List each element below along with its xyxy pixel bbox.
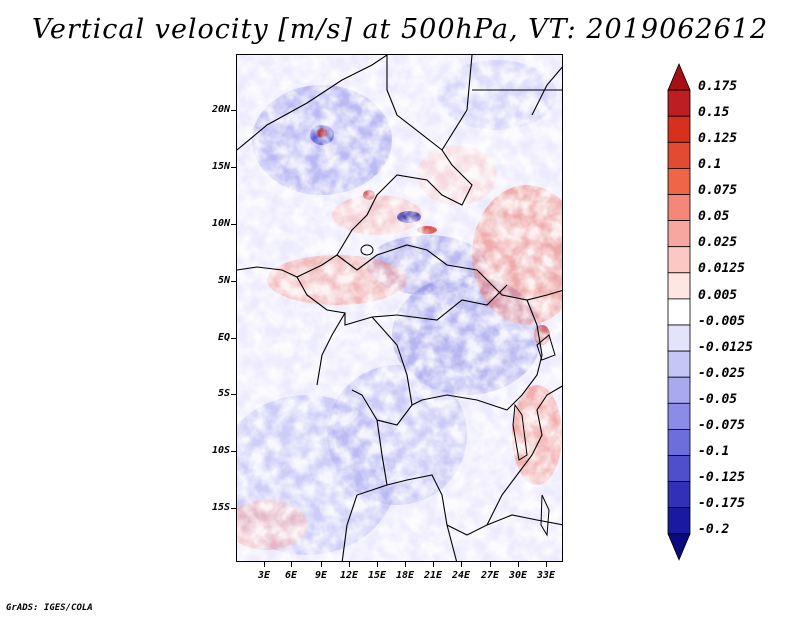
colorbar-segment — [667, 272, 691, 300]
lon-label-6e: 6E — [284, 570, 298, 581]
lon-tick — [321, 562, 322, 567]
lon-tick — [291, 562, 292, 567]
colorbar-label: 0.075 — [698, 183, 738, 198]
lon-tick — [377, 562, 378, 567]
lon-label-30e: 30E — [508, 570, 528, 581]
lon-label-15e: 15E — [367, 570, 387, 581]
map-panel — [236, 54, 563, 562]
lat-label-10s: 10S — [211, 445, 230, 456]
colorbar-segment — [667, 89, 691, 117]
velocity-field — [237, 55, 562, 561]
colorbar-label: -0.005 — [698, 314, 745, 329]
lat-tick — [231, 110, 236, 111]
colorbar-segment — [667, 402, 691, 430]
colorbar-segment — [667, 220, 691, 248]
lon-label-24e: 24E — [451, 570, 471, 581]
lat-label-10n: 10N — [211, 218, 230, 229]
colorbar-segment — [667, 507, 691, 535]
lat-tick — [231, 224, 236, 225]
lat-label-5n: 5N — [217, 275, 230, 286]
footer-credit: GrADS: IGES/COLA — [6, 603, 93, 613]
colorbar-segment — [667, 428, 691, 456]
lon-label-27e: 27E — [480, 570, 500, 581]
colorbar-segment — [667, 376, 691, 404]
colorbar-label: 0.1 — [698, 157, 722, 172]
colorbar-label: -0.075 — [698, 418, 745, 433]
lon-label-21e: 21E — [423, 570, 443, 581]
colorbar-segment — [667, 115, 691, 143]
colorbar-segment — [667, 141, 691, 169]
lon-label-18e: 18E — [395, 570, 415, 581]
lat-tick — [231, 508, 236, 509]
colorbar-label: -0.05 — [698, 392, 738, 407]
lon-tick — [433, 562, 434, 567]
lat-label-20n: 20N — [211, 104, 230, 115]
colorbar-segment — [667, 455, 691, 483]
colorbar-label: 0.005 — [698, 288, 738, 303]
chart-title: Vertical velocity [m/s] at 500hPa, VT: 2… — [31, 14, 769, 45]
lon-tick — [461, 562, 462, 567]
colorbar-label: -0.175 — [698, 496, 745, 511]
colorbar-label: -0.025 — [698, 366, 745, 381]
colorbar-segment — [667, 350, 691, 378]
colorbar-segment — [667, 298, 691, 326]
colorbar — [667, 62, 691, 561]
lon-tick — [490, 562, 491, 567]
lat-tick — [231, 281, 236, 282]
colorbar-label: 0.025 — [698, 235, 738, 250]
colorbar-segment — [667, 324, 691, 352]
colorbar-segment — [667, 246, 691, 274]
colorbar-label: 0.175 — [698, 79, 738, 94]
lon-tick — [405, 562, 406, 567]
lon-label-12e: 12E — [339, 570, 359, 581]
lake-outlines — [360, 244, 556, 537]
lon-tick — [518, 562, 519, 567]
colorbar-label: 0.0125 — [698, 261, 745, 276]
lon-tick — [264, 562, 265, 567]
colorbar-label: -0.0125 — [698, 340, 753, 355]
velocity-field-map — [237, 55, 562, 561]
lat-label-15s: 15S — [211, 502, 230, 513]
country-borders — [237, 55, 562, 561]
lon-tick — [349, 562, 350, 567]
colorbar-segment — [667, 168, 691, 195]
lon-label-33e: 33E — [536, 570, 556, 581]
lat-label-15n: 15N — [211, 161, 230, 172]
colorbar-bottom-arrow — [667, 533, 691, 561]
colorbar-label: 0.15 — [698, 105, 730, 120]
colorbar-top-arrow — [667, 62, 691, 91]
colorbar-label: -0.2 — [698, 522, 730, 537]
lon-tick — [546, 562, 547, 567]
lon-label-3e: 3E — [257, 570, 271, 581]
colorbar-label: 0.125 — [698, 131, 738, 146]
colorbar-label: -0.125 — [698, 470, 745, 485]
lat-tick — [231, 167, 236, 168]
lat-tick — [231, 451, 236, 452]
colorbar-label: -0.1 — [698, 444, 730, 459]
colorbar-label: 0.05 — [698, 209, 730, 224]
colorbar-segment — [667, 194, 691, 222]
lat-label-5s: 5S — [217, 388, 230, 399]
lon-label-9e: 9E — [314, 570, 328, 581]
lat-tick — [231, 394, 236, 395]
colorbar-segment — [667, 481, 691, 509]
lat-tick — [231, 338, 236, 339]
lat-label-eq: EQ — [217, 332, 230, 343]
